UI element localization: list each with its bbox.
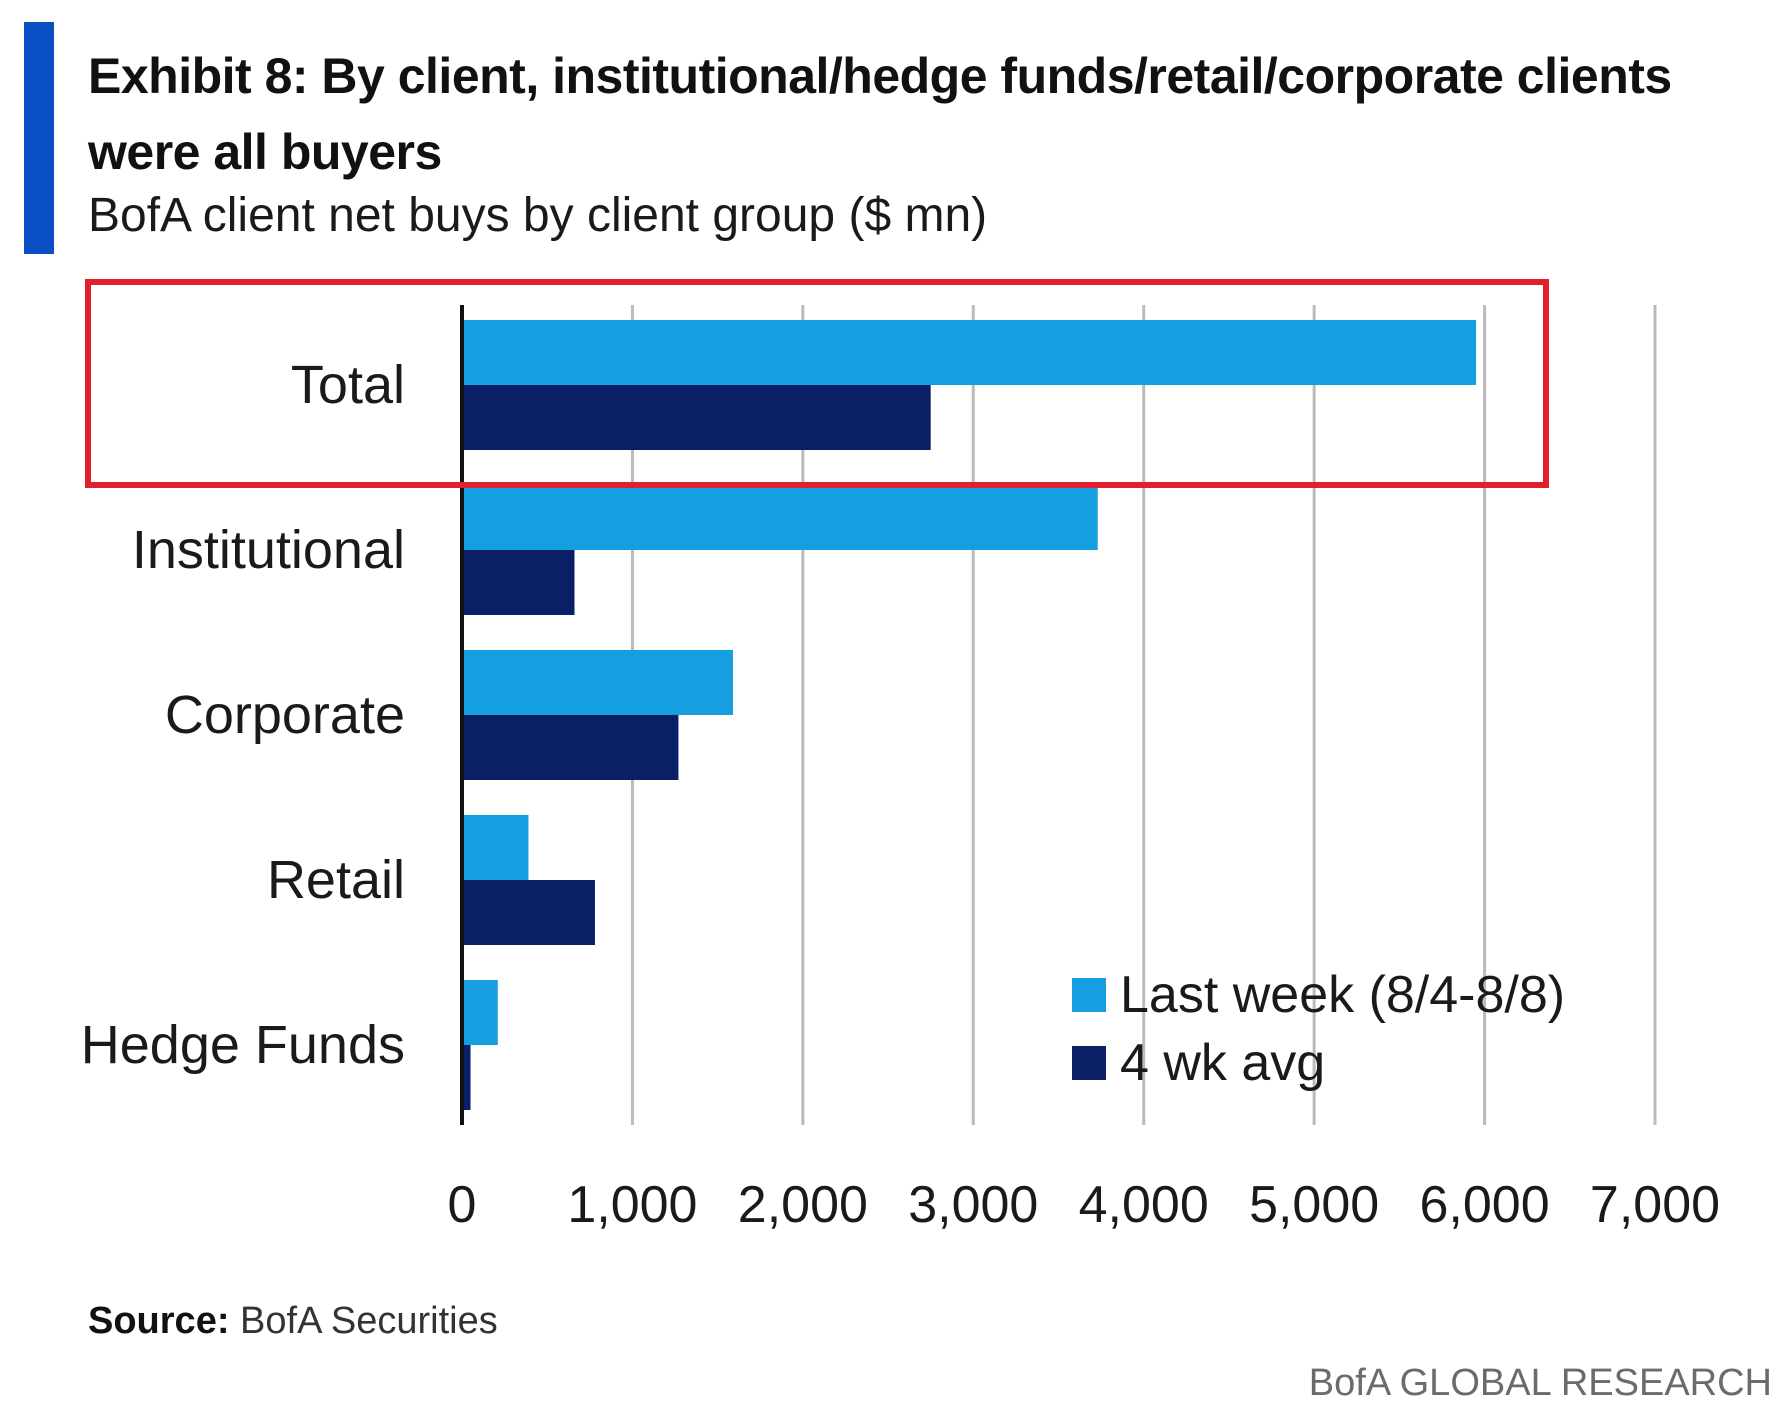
bar-last-week xyxy=(462,815,529,880)
bar-4wk-avg xyxy=(462,385,931,450)
x-tick-label: 2,000 xyxy=(738,1176,868,1234)
bar-last-week xyxy=(462,980,498,1045)
bar-last-week xyxy=(462,485,1098,550)
x-tick-label: 6,000 xyxy=(1420,1176,1550,1234)
source-note: Source: BofA Securities xyxy=(88,1300,498,1343)
accent-bar xyxy=(24,22,54,254)
bar-last-week xyxy=(462,650,733,715)
source-text: BofA Securities xyxy=(240,1300,498,1342)
category-label: Corporate xyxy=(165,685,405,745)
source-label: Source: xyxy=(88,1300,230,1342)
bar-last-week xyxy=(462,320,1477,385)
x-tick-label: 4,000 xyxy=(1079,1176,1209,1234)
x-tick-label: 5,000 xyxy=(1249,1176,1379,1234)
x-tick-label: 3,000 xyxy=(908,1176,1038,1234)
x-tick-label: 0 xyxy=(448,1176,477,1234)
bar-4wk-avg xyxy=(462,1045,471,1110)
bar-4wk-avg xyxy=(462,550,575,615)
bar-4wk-avg xyxy=(462,880,595,945)
x-tick-label: 7,000 xyxy=(1590,1176,1720,1234)
highlight-box xyxy=(85,279,1549,488)
legend-label-4wk-avg: 4 wk avg xyxy=(1120,1034,1325,1092)
category-label: Total xyxy=(291,355,405,415)
bar-4wk-avg xyxy=(462,715,679,780)
chart-title: Exhibit 8: By client, institutional/hedg… xyxy=(88,48,1672,180)
chart-subtitle: BofA client net buys by client group ($ … xyxy=(88,189,988,242)
category-label: Hedge Funds xyxy=(81,1015,405,1075)
legend-swatch-last-week xyxy=(1072,978,1106,1012)
legend-label-last-week: Last week (8/4-8/8) xyxy=(1120,966,1565,1024)
x-tick-label: 1,000 xyxy=(567,1176,697,1234)
brand-footer: BofA GLOBAL RESEARCH xyxy=(1308,1362,1772,1404)
category-label: Retail xyxy=(267,850,405,910)
category-label: Institutional xyxy=(132,520,405,580)
legend-swatch-4wk-avg xyxy=(1072,1046,1106,1080)
